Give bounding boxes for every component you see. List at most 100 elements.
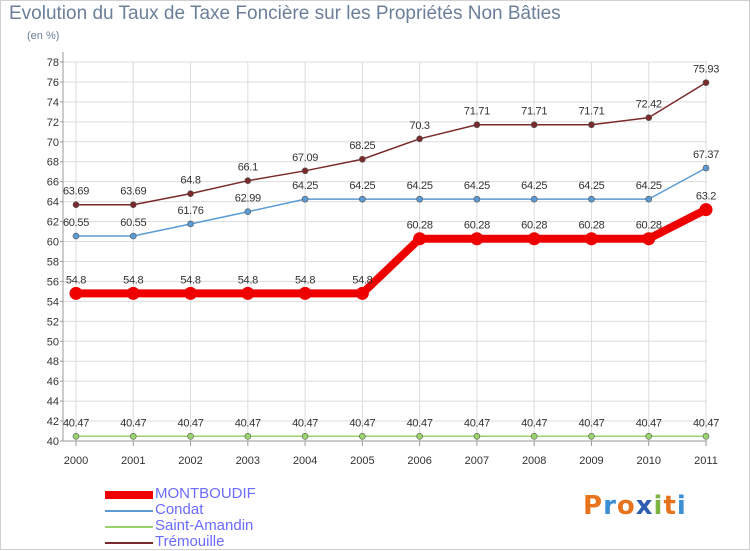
series-tr-mouille: 63.69 63.69 64.8 66.1 67.09 68.25 70.3 71.71 71.…	[63, 64, 719, 209]
data-label: 64.25	[521, 180, 547, 192]
legend-label: Condat	[155, 501, 204, 518]
data-label: 64.25	[578, 180, 604, 192]
y-tick-label: 50	[47, 336, 59, 348]
series-line	[75, 167, 707, 237]
data-point	[473, 195, 481, 203]
data-label: 54.8	[66, 274, 86, 286]
data-label: 54.8	[295, 274, 315, 286]
data-point	[187, 220, 194, 228]
data-point	[530, 195, 538, 203]
data-point	[359, 433, 366, 440]
data-label: 54.8	[180, 274, 200, 286]
series-line	[72, 205, 710, 298]
data-point	[530, 121, 538, 129]
data-point	[69, 286, 83, 300]
data-point	[355, 286, 369, 300]
series-line	[75, 81, 707, 206]
data-point	[527, 232, 541, 246]
data-point	[187, 190, 194, 197]
data-label: 40.47	[464, 417, 490, 429]
data-point	[184, 286, 198, 300]
legend-swatch	[105, 542, 153, 544]
y-tick-label: 66	[47, 177, 59, 189]
legend-label: Saint-Amandin	[155, 517, 254, 534]
data-point	[244, 177, 252, 184]
data-label: 60.28	[464, 220, 490, 232]
data-point	[416, 433, 423, 440]
data-point	[244, 433, 252, 440]
chart-unit: (en %)	[27, 30, 60, 42]
data-label: 40.47	[63, 417, 89, 429]
data-point	[244, 208, 252, 216]
data-label: 40.47	[693, 417, 719, 429]
data-point	[416, 195, 423, 203]
data-label: 60.55	[120, 217, 146, 229]
series-saint-amandin: 40.47 40.47 40.47 40.47 40.47 40.47 40.47 40.47…	[63, 417, 719, 440]
x-tick-label: 2011	[694, 455, 718, 467]
data-point	[473, 121, 481, 129]
data-label: 64.8	[180, 175, 200, 187]
data-point	[584, 232, 598, 246]
x-tick-label: 2006	[407, 455, 431, 467]
brand-logo: Proxiti	[583, 491, 687, 521]
y-tick-label: 48	[47, 356, 59, 368]
data-point	[645, 114, 653, 121]
x-tick-label: 2004	[293, 455, 317, 467]
x-tick-label: 2005	[350, 455, 374, 467]
data-label: 71.71	[521, 106, 547, 118]
data-label: 60.55	[63, 217, 89, 229]
data-point	[129, 201, 137, 209]
data-label: 75.93	[693, 64, 719, 76]
data-label: 66.1	[238, 162, 258, 174]
data-label: 63.69	[63, 186, 89, 198]
data-label: 64.25	[349, 180, 375, 192]
data-label: 64.25	[464, 180, 490, 192]
data-point	[699, 203, 713, 217]
x-tick-label: 2008	[522, 455, 546, 467]
data-label: 60.28	[578, 220, 604, 232]
data-label: 71.71	[464, 106, 490, 118]
series-condat: 60.55 60.55 61.76 62.99 64.25 64.25 64.25 64.25…	[63, 149, 719, 240]
logo-letter: t	[663, 491, 677, 521]
y-tick-label: 74	[47, 97, 59, 109]
logo-letter: i	[653, 491, 664, 521]
data-label: 40.47	[235, 417, 261, 429]
data-label: 54.8	[123, 274, 143, 286]
data-label: 40.47	[636, 417, 662, 429]
data-point	[129, 433, 137, 440]
legend-item: Trémouille	[105, 533, 405, 551]
data-label: 68.25	[349, 140, 375, 152]
data-point	[473, 433, 481, 440]
data-point	[301, 433, 309, 440]
data-label: 60.28	[636, 220, 662, 232]
data-label: 61.76	[178, 205, 204, 217]
data-point	[241, 286, 255, 300]
y-tick-label: 46	[47, 376, 59, 388]
data-point	[359, 155, 366, 163]
data-point	[530, 433, 538, 440]
x-tick-label: 2001	[121, 455, 145, 467]
x-tick-label: 2002	[178, 455, 202, 467]
legend-item: Saint-Amandin	[105, 517, 405, 535]
data-point	[126, 286, 140, 300]
data-label: 72.42	[636, 99, 662, 111]
data-point	[187, 433, 194, 440]
data-point	[588, 433, 595, 440]
x-tick-label: 2007	[465, 455, 489, 467]
legend-item: MONTBOUDIF	[105, 485, 405, 503]
legend-swatch	[105, 491, 153, 499]
y-tick-label: 54	[47, 296, 59, 308]
data-point	[416, 135, 423, 143]
data-label: 60.28	[521, 220, 547, 232]
y-tick-label: 56	[47, 276, 59, 288]
data-label: 54.8	[238, 274, 258, 286]
y-tick-label: 76	[47, 77, 59, 89]
y-tick-label: 68	[47, 157, 59, 169]
logo-letter: i	[676, 491, 687, 521]
data-label: 62.99	[235, 193, 261, 205]
y-tick-label: 42	[47, 416, 59, 428]
y-tick-label: 60	[47, 237, 59, 249]
data-label: 67.37	[693, 149, 719, 161]
data-label: 64.25	[407, 180, 433, 192]
data-label: 67.09	[292, 152, 318, 164]
